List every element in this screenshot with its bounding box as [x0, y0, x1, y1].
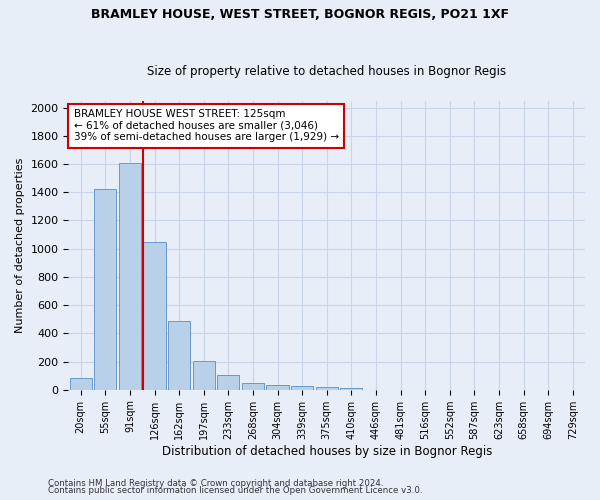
- Bar: [94, 190, 116, 390]
- Bar: [291, 386, 313, 390]
- Bar: [193, 361, 215, 390]
- Bar: [242, 382, 264, 390]
- Bar: [266, 385, 289, 390]
- Text: Contains public sector information licensed under the Open Government Licence v3: Contains public sector information licen…: [48, 486, 422, 495]
- Bar: [217, 375, 239, 390]
- Bar: [70, 378, 92, 390]
- Bar: [119, 162, 141, 390]
- Title: Size of property relative to detached houses in Bognor Regis: Size of property relative to detached ho…: [147, 66, 506, 78]
- Text: Contains HM Land Registry data © Crown copyright and database right 2024.: Contains HM Land Registry data © Crown c…: [48, 478, 383, 488]
- Bar: [168, 320, 190, 390]
- X-axis label: Distribution of detached houses by size in Bognor Regis: Distribution of detached houses by size …: [161, 444, 492, 458]
- Bar: [316, 387, 338, 390]
- Bar: [143, 242, 166, 390]
- Y-axis label: Number of detached properties: Number of detached properties: [15, 158, 25, 333]
- Text: BRAMLEY HOUSE, WEST STREET, BOGNOR REGIS, PO21 1XF: BRAMLEY HOUSE, WEST STREET, BOGNOR REGIS…: [91, 8, 509, 20]
- Text: BRAMLEY HOUSE WEST STREET: 125sqm
← 61% of detached houses are smaller (3,046)
3: BRAMLEY HOUSE WEST STREET: 125sqm ← 61% …: [74, 109, 338, 142]
- Bar: [340, 388, 362, 390]
